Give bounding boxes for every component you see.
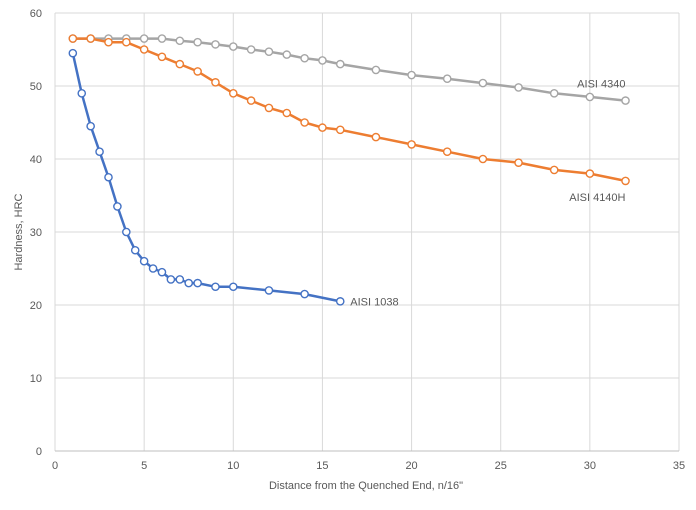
data-point-aisi-1038 <box>148 264 158 273</box>
series-label-aisi-4340: AISI 4340 <box>577 79 625 91</box>
data-point-aisi-1038 <box>139 256 149 266</box>
data-point-aisi-1038 <box>193 278 202 288</box>
data-point-aisi-4140h <box>104 37 113 47</box>
data-point-aisi-1038 <box>113 202 122 211</box>
series-line-aisi-1038 <box>71 51 342 303</box>
data-point-aisi-4140h <box>157 52 167 62</box>
series-aisi-1038 <box>68 48 345 306</box>
data-point-aisi-4340 <box>175 36 185 46</box>
data-point-aisi-4140h <box>211 78 220 87</box>
x-tick-label: 10 <box>227 460 239 472</box>
data-point-aisi-1038 <box>68 48 78 58</box>
y-tick-label: 40 <box>30 154 42 166</box>
data-point-aisi-4140h <box>300 118 309 127</box>
label-layer: AISI 4340 AISI 4140H AISI 1038 <box>350 79 625 309</box>
data-point-aisi-4140h <box>175 59 185 69</box>
x-tick-label: 15 <box>316 460 328 472</box>
x-tick-label: 20 <box>405 460 417 472</box>
data-point-aisi-4340 <box>228 42 238 51</box>
data-point-aisi-1038 <box>228 282 238 292</box>
y-tick-label: 20 <box>30 300 42 312</box>
data-point-aisi-4340 <box>621 96 630 105</box>
data-point-aisi-4340 <box>139 34 149 43</box>
data-point-aisi-4340 <box>282 50 292 59</box>
y-tick-label: 50 <box>30 81 42 93</box>
data-point-aisi-4140h <box>514 158 523 167</box>
axis-layer: 0 5 10 15 20 25 30 35 0 10 20 30 40 50 60 <box>30 8 685 472</box>
data-point-aisi-4140h <box>193 67 202 76</box>
data-point-aisi-4140h <box>335 125 345 135</box>
series-aisi-4140h <box>68 34 630 186</box>
data-point-aisi-4340 <box>193 37 202 47</box>
data-point-aisi-4140h <box>246 96 256 105</box>
series-aisi-4340 <box>68 34 630 105</box>
data-point-aisi-1038 <box>300 289 309 299</box>
data-point-aisi-4340 <box>246 45 256 54</box>
data-point-aisi-4140h <box>122 37 131 47</box>
data-point-aisi-4140h <box>318 123 327 132</box>
data-point-aisi-4140h <box>264 103 274 113</box>
data-point-aisi-1038 <box>335 297 345 306</box>
x-tick-label: 35 <box>673 460 685 472</box>
data-point-aisi-4140h <box>139 45 149 54</box>
series-line-aisi-4140h <box>71 37 627 183</box>
x-tick-label: 0 <box>52 460 58 472</box>
x-tick-label: 25 <box>495 460 507 472</box>
x-tick-label: 5 <box>141 460 147 472</box>
series-label-aisi-1038: AISI 1038 <box>350 296 398 308</box>
data-point-aisi-1038 <box>211 282 220 292</box>
data-point-aisi-4140h <box>68 34 78 43</box>
x-axis-title: Distance from the Quenched End, n/16" <box>269 480 463 492</box>
data-point-aisi-4140h <box>371 132 381 142</box>
data-point-aisi-4140h <box>86 34 95 43</box>
data-point-aisi-4140h <box>621 176 630 186</box>
data-point-aisi-1038 <box>104 172 113 182</box>
data-point-aisi-4340 <box>264 47 274 56</box>
data-point-aisi-4340 <box>478 78 488 88</box>
data-point-aisi-4340 <box>585 92 595 102</box>
data-point-aisi-4140h <box>282 108 292 118</box>
data-point-aisi-4140h <box>585 169 595 178</box>
data-point-aisi-1038 <box>77 89 87 98</box>
y-tick-label: 10 <box>30 373 42 385</box>
data-point-aisi-1038 <box>95 147 104 156</box>
y-tick-label: 0 <box>36 446 42 458</box>
data-point-aisi-4140h <box>442 147 452 156</box>
data-point-aisi-4340 <box>335 59 345 69</box>
data-point-aisi-4140h <box>549 165 559 175</box>
y-tick-label: 30 <box>30 227 42 239</box>
data-point-aisi-4140h <box>228 89 238 98</box>
series-line-aisi-4340 <box>71 37 627 102</box>
data-point-aisi-1038 <box>184 278 194 288</box>
data-point-aisi-1038 <box>130 245 140 255</box>
series-label-aisi-4140h: AISI 4140H <box>569 192 625 204</box>
data-point-aisi-4340 <box>514 83 523 92</box>
data-point-aisi-4340 <box>157 34 167 43</box>
y-tick-label: 60 <box>30 8 42 20</box>
data-point-aisi-4140h <box>478 154 488 164</box>
data-point-aisi-1038 <box>175 275 185 284</box>
data-point-aisi-1038 <box>86 121 95 131</box>
data-point-aisi-1038 <box>166 275 176 284</box>
data-point-aisi-4140h <box>407 140 416 149</box>
data-point-aisi-4340 <box>549 89 559 98</box>
data-point-aisi-4340 <box>442 74 452 83</box>
data-point-aisi-1038 <box>122 227 131 237</box>
data-point-aisi-4340 <box>318 56 327 65</box>
data-point-aisi-1038 <box>157 267 167 277</box>
x-tick-label: 30 <box>584 460 596 472</box>
series-layer <box>68 34 630 306</box>
data-point-aisi-4340 <box>371 65 381 75</box>
data-point-aisi-4340 <box>300 53 309 63</box>
y-axis-title: Hardness, HRC <box>13 193 25 270</box>
data-point-aisi-4340 <box>211 40 220 49</box>
data-point-aisi-4340 <box>407 70 416 80</box>
data-point-aisi-1038 <box>264 286 274 295</box>
